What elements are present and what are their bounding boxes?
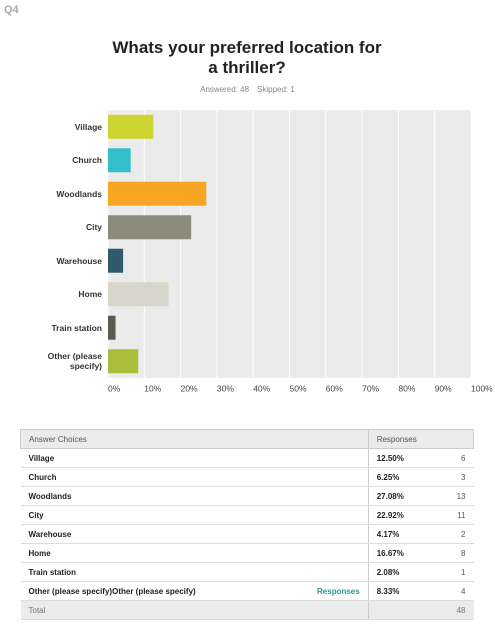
table-row: Village 12.50% 6 — [20, 448, 474, 468]
table-row: Woodlands 27.08% 13 — [20, 486, 474, 506]
chart: 0% 10% 20% 30% 40% 50% 60% 70% 80% 90% 100% — [107, 110, 493, 393]
response-percent: 27.08% — [367, 486, 436, 506]
bar — [108, 215, 192, 240]
total-label: Total — [20, 600, 369, 620]
table-row: Church 6.25% 3 — [20, 467, 474, 487]
answer-text: Other (please specify) — [28, 586, 113, 596]
x-tick-label: 80% — [398, 383, 415, 393]
total-empty — [367, 600, 436, 620]
category-label: Warehouse — [56, 255, 102, 266]
table-header: Answer Choices Responses — [20, 429, 475, 449]
table-row: City 22.92% 11 — [20, 505, 474, 525]
response-percent: 8.33% — [367, 581, 436, 601]
bar — [108, 349, 139, 374]
bar — [108, 248, 124, 273]
category-label: City — [85, 222, 102, 233]
chart-title: Whats your preferred location for a thri… — [112, 38, 382, 77]
answered: Answered: 48 — [200, 85, 250, 94]
response-meta: Answered: 48 Skipped: 1 — [0, 85, 495, 94]
response-count: 13 — [435, 486, 474, 506]
response-percent: 4.17% — [367, 524, 436, 544]
category-label: Other (please specify) — [47, 351, 102, 372]
answer-choice: Woodlands — [20, 486, 369, 506]
answer-choice: City — [20, 505, 369, 525]
responses-link[interactable]: Responses — [317, 586, 360, 596]
response-count: 3 — [435, 467, 474, 487]
x-tick-label: 100% — [471, 383, 493, 393]
table-row: Train station 2.08% 1 — [20, 562, 474, 582]
category-label: Home — [78, 289, 102, 300]
x-tick-label: 0% — [108, 383, 121, 393]
category-label: Woodlands — [56, 188, 102, 199]
answer-choice: Village — [20, 448, 369, 468]
bar — [108, 148, 131, 173]
response-percent: 16.67% — [367, 543, 436, 563]
category-label: Train station — [51, 322, 102, 333]
response-count: 1 — [435, 562, 474, 582]
x-tick-label: 90% — [435, 383, 452, 393]
response-percent: 6.25% — [367, 467, 436, 487]
x-tick-label: 40% — [253, 383, 270, 393]
x-tick-label: 60% — [326, 383, 343, 393]
x-tick-label: 70% — [362, 383, 379, 393]
category-label: Village — [74, 121, 102, 132]
bar — [108, 315, 116, 340]
bar — [108, 181, 207, 206]
table-row: Other (please specify)Other (please spec… — [20, 581, 474, 601]
bar — [108, 114, 154, 139]
response-percent: 22.92% — [367, 505, 436, 525]
table-row: Home 16.67% 8 — [20, 543, 474, 563]
response-count: 6 — [435, 448, 474, 468]
response-count: 4 — [435, 581, 474, 601]
question-number: Q4 — [4, 4, 19, 16]
header-cell: Responses — [367, 429, 475, 449]
x-tick-label: 10% — [144, 383, 161, 393]
total-row: Total 48 — [20, 600, 474, 620]
answer-choice: Church — [20, 467, 369, 487]
answer-choice: Train station — [20, 562, 369, 582]
x-tick-label: 20% — [181, 383, 198, 393]
total-count: 48 — [435, 600, 474, 620]
x-tick-label: 30% — [217, 383, 234, 393]
answer-choice: Home — [20, 543, 369, 563]
response-count: 8 — [435, 543, 474, 563]
response-percent: 12.50% — [367, 448, 436, 468]
skipped: Skipped: 1 — [257, 85, 295, 94]
header-cell: Answer Choices — [20, 429, 369, 449]
response-table: Answer Choices Responses Village 12.50% 6 Chu… — [20, 429, 475, 620]
response-percent: 2.08% — [367, 562, 436, 582]
answer-choice: Other (please specify)Other (please spec… — [20, 581, 369, 601]
response-count: 2 — [435, 524, 474, 544]
bar — [108, 282, 169, 307]
category-label: Church — [72, 155, 102, 166]
response-count: 11 — [435, 505, 474, 525]
x-tick-label: 50% — [290, 383, 307, 393]
answer-choice: Warehouse — [20, 524, 369, 544]
table-row: Warehouse 4.17% 2 — [20, 524, 474, 544]
